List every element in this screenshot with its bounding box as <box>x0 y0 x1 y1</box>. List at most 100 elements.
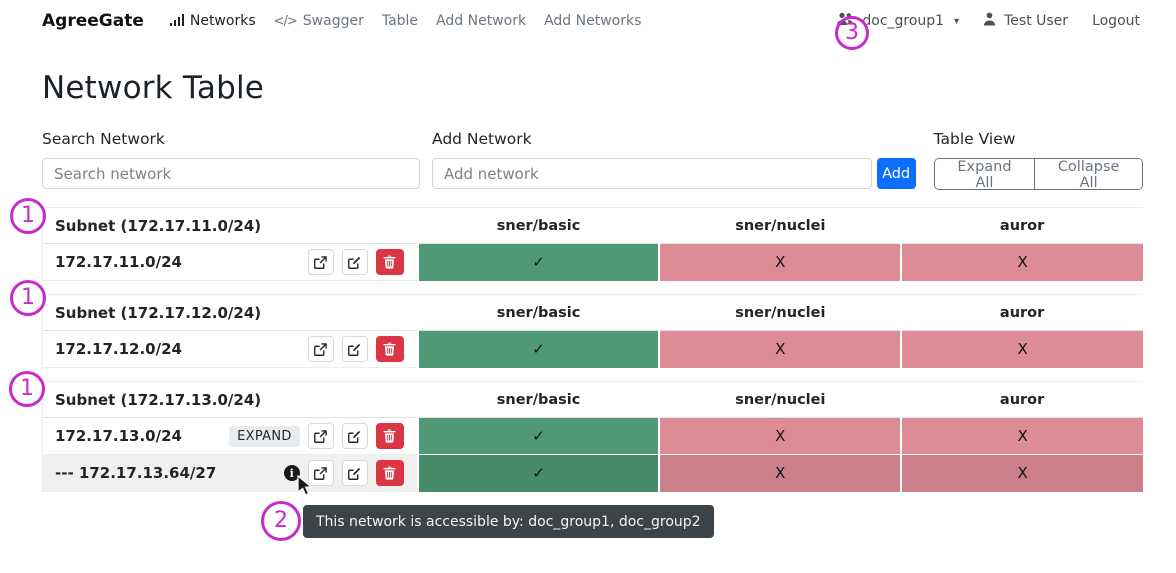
annotation-circle: 2 <box>261 501 301 541</box>
delete-network-button[interactable] <box>375 460 404 486</box>
nav-item-networks[interactable]: Networks <box>169 13 256 30</box>
nav-items: Networks </> Swagger Table Add Network A… <box>169 13 641 30</box>
section-title: Subnet (172.17.12.0/24) <box>43 294 418 331</box>
network-section: Subnet (172.17.13.0/24) sner/basic sner/nu… <box>42 381 1143 492</box>
edit-network-button[interactable] <box>341 336 368 362</box>
info-icon[interactable]: i <box>283 465 300 481</box>
nav-item-swagger[interactable]: </> Swagger <box>274 13 364 29</box>
status-cell-pass: ✓ <box>416 243 660 281</box>
column-header: sner/basic <box>417 294 660 331</box>
open-network-button[interactable] <box>307 336 334 362</box>
tooltip: This network is accessible by: doc_group… <box>303 505 714 538</box>
status-cell-pass: ✓ <box>416 454 660 492</box>
status-cell-fail: X <box>900 330 1143 368</box>
nav-item-label: Table <box>381 13 419 29</box>
network-name: 172.17.12.0/24 <box>55 340 182 358</box>
open-network-button[interactable] <box>307 460 334 486</box>
search-network-input[interactable] <box>42 158 420 189</box>
status-cell-fail: X <box>900 243 1143 281</box>
nav-item-label: Add Network <box>436 13 527 29</box>
expand-badge[interactable]: EXPAND <box>229 425 300 447</box>
column-header: sner/basic <box>417 381 660 418</box>
people-icon <box>836 12 854 30</box>
collapse-all-button[interactable]: Collapse All <box>1035 159 1142 189</box>
page-title: Network Table <box>42 70 265 106</box>
network-name: --- 172.17.13.64/27 <box>55 464 217 482</box>
column-header: sner/nuclei <box>659 294 902 331</box>
network-name: 172.17.11.0/24 <box>55 253 182 271</box>
navbar: AgreeGate Networks </> Swagger Table Add… <box>0 0 1176 42</box>
network-section: Subnet (172.17.11.0/24) sner/basic sner/nu… <box>42 207 1143 281</box>
network-name: 172.17.13.0/24 <box>55 427 182 445</box>
delete-network-button[interactable] <box>375 249 404 275</box>
status-cell-fail: X <box>658 454 902 492</box>
edit-network-button[interactable] <box>341 423 368 449</box>
add-network-label: Add Network <box>431 130 532 148</box>
status-cell-fail: X <box>900 454 1143 492</box>
nav-right: doc_group1 ▾ Test User Logout <box>836 12 1140 30</box>
add-network-input[interactable] <box>431 158 872 189</box>
network-row: --- 172.17.13.64/27 i ✓ X X <box>43 454 1143 492</box>
nav-item-table[interactable]: Table <box>382 13 418 29</box>
column-header: auror <box>901 381 1143 418</box>
delete-network-icon <box>383 466 396 480</box>
open-network-icon <box>314 342 327 356</box>
status-cell-pass: ✓ <box>416 417 660 455</box>
network-sections: Subnet (172.17.11.0/24) sner/basic sner/nu… <box>42 207 1143 492</box>
nav-item-label: Networks <box>189 13 256 29</box>
signal-bars-icon <box>169 13 184 30</box>
brand[interactable]: AgreeGate <box>42 11 144 31</box>
search-network-group: Search Network <box>42 130 420 189</box>
edit-network-icon <box>348 430 361 443</box>
open-network-icon <box>314 466 327 480</box>
status-cell-fail: X <box>658 243 902 281</box>
logout-link[interactable]: Logout <box>1092 13 1140 29</box>
search-network-label: Search Network <box>42 130 165 148</box>
table-view-label: Table View <box>933 130 1016 148</box>
table-view-group: Table View Expand All Collapse All <box>933 130 1143 190</box>
edit-network-icon <box>348 467 361 480</box>
group-selector[interactable]: doc_group1 <box>862 13 945 29</box>
delete-network-icon <box>383 255 396 269</box>
network-row: 172.17.13.0/24 EXPAND ✓ X X <box>43 417 1143 455</box>
expand-all-button[interactable]: Expand All <box>934 159 1036 189</box>
section-title: Subnet (172.17.11.0/24) <box>43 207 418 244</box>
section-title: Subnet (172.17.13.0/24) <box>43 381 418 418</box>
main-content: Network Table Search Network Add Network… <box>0 70 1176 492</box>
status-cell-fail: X <box>658 330 902 368</box>
status-cell-fail: X <box>900 417 1143 455</box>
nav-item-label: Add Networks <box>544 13 642 29</box>
edit-network-button[interactable] <box>341 460 368 486</box>
column-header: auror <box>901 207 1143 244</box>
edit-network-button[interactable] <box>341 249 368 275</box>
open-network-button[interactable] <box>307 249 334 275</box>
nav-item-label: Swagger <box>302 13 364 29</box>
current-user-label: Test User <box>1004 13 1069 29</box>
network-section: Subnet (172.17.12.0/24) sner/basic sner/nu… <box>42 294 1143 368</box>
nav-item-add-networks[interactable]: Add Networks <box>544 13 641 29</box>
network-row: 172.17.12.0/24 ✓ X X <box>43 330 1143 368</box>
person-icon <box>983 12 996 30</box>
column-header: auror <box>901 294 1143 331</box>
open-network-icon <box>314 255 327 269</box>
delete-network-icon <box>383 429 396 443</box>
edit-network-icon <box>348 343 361 356</box>
delete-network-icon <box>383 342 396 356</box>
column-header: sner/nuclei <box>659 207 902 244</box>
open-network-icon <box>314 429 327 443</box>
column-header: sner/basic <box>417 207 660 244</box>
add-button[interactable]: Add <box>876 158 916 189</box>
nav-item-add-network[interactable]: Add Network <box>436 13 526 29</box>
column-header: sner/nuclei <box>659 381 902 418</box>
add-network-group: Add Network Add <box>431 130 916 189</box>
edit-network-icon <box>348 256 361 269</box>
delete-network-button[interactable] <box>375 423 404 449</box>
status-cell-fail: X <box>658 417 902 455</box>
chevron-down-icon[interactable]: ▾ <box>954 15 960 27</box>
code-slash-icon: </> <box>273 13 298 29</box>
open-network-button[interactable] <box>307 423 334 449</box>
delete-network-button[interactable] <box>375 336 404 362</box>
network-row: 172.17.11.0/24 ✓ X X <box>43 243 1143 281</box>
controls-bar: Search Network Add Network Add Table Vie… <box>42 130 1143 190</box>
status-cell-pass: ✓ <box>416 330 660 368</box>
